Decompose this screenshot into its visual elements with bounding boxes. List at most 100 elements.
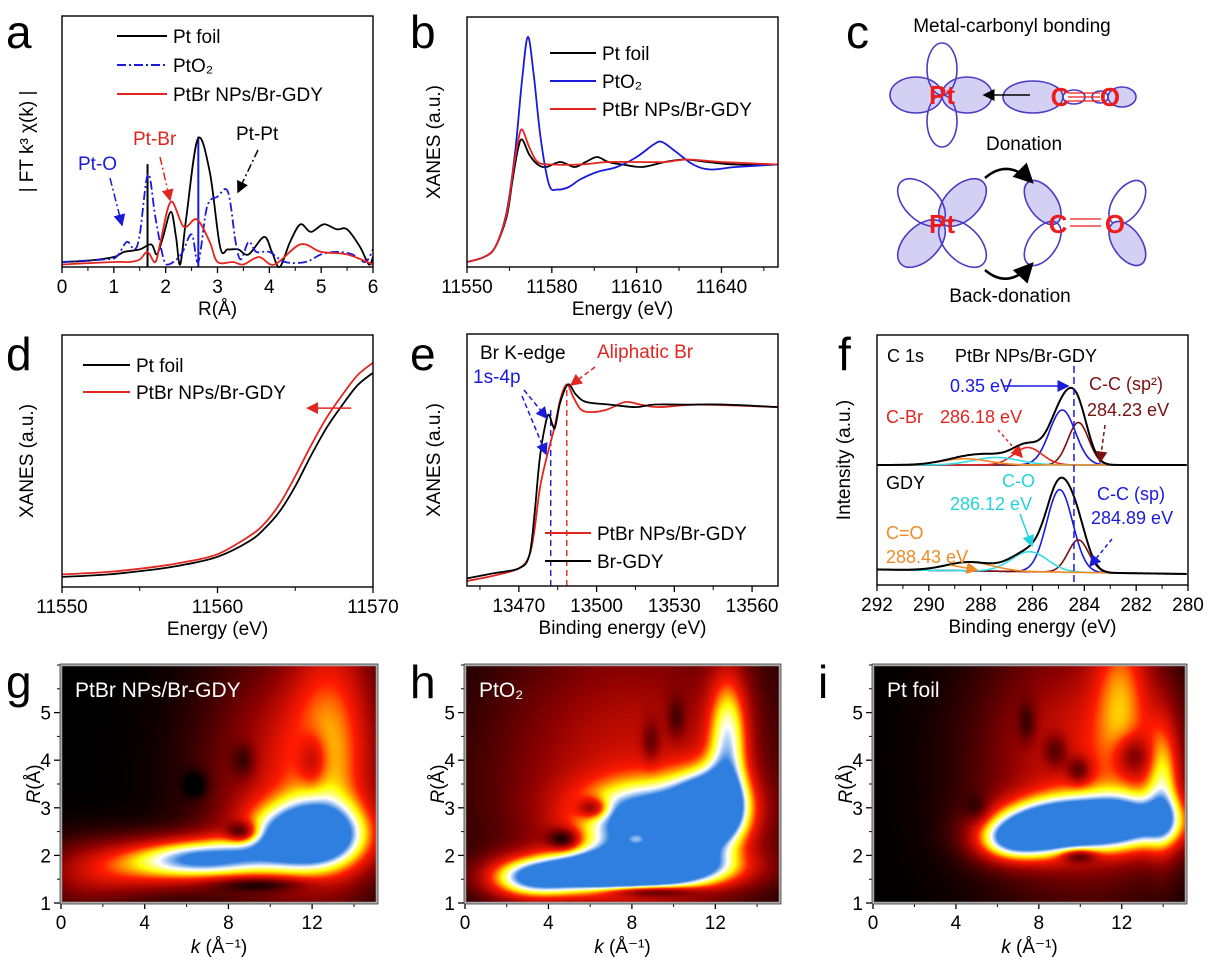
x-tick-label: 0 <box>460 913 471 934</box>
x-axis-label: Energy (eV) <box>572 299 673 320</box>
y-axis-var: R <box>836 790 857 804</box>
chart-panel-a: Pt foil PtO₂ PtBr NPs/Br-GDY Pt-O Pt-Br Pt-Pt <box>61 27 374 268</box>
x-tick-label: 11570 <box>347 597 398 618</box>
y-tick-label: 5 <box>444 704 455 725</box>
y-axis-unit: (Å) <box>428 764 449 789</box>
y-axis-label: R(Å) <box>428 764 449 803</box>
heatmap-i-canvas <box>873 665 1186 903</box>
o-p-orbital-lobe <box>1108 220 1147 267</box>
x-tick-label: 280 <box>1172 595 1204 616</box>
y-axis-label: XANES (a.u.) <box>424 85 445 199</box>
annotation-arrow <box>521 395 548 456</box>
x-axis-label: R(Å) <box>198 299 237 320</box>
x-tick-label: 13470 <box>492 596 545 617</box>
series-line-ptbr-nps-br-gdy <box>61 200 374 266</box>
plot-frame <box>466 16 779 268</box>
series-line-br-gdy <box>466 383 779 580</box>
x-tick-label: 284 <box>1068 595 1100 616</box>
y-axis-var: R <box>428 790 449 804</box>
annotation-br-k-edge: Br K-edge <box>480 343 566 364</box>
plot-frame <box>466 333 779 587</box>
annotation-c-c-sp-: C-C (sp²) <box>1089 374 1163 394</box>
plot-frame <box>463 663 782 905</box>
back-donation-arrow-top <box>984 162 1034 184</box>
y-axis-unit: (Å) <box>24 764 45 789</box>
plot-frame <box>871 663 1188 905</box>
x-tick-label: 11550 <box>36 597 87 618</box>
panel-label-h: h <box>410 656 436 708</box>
axes-a: 0 1 2 3 4 5 6 R(Å) | FT k³ χ(k) | <box>17 15 379 320</box>
plot-frame-outer <box>871 663 1188 905</box>
panel-label-f: f <box>838 328 851 380</box>
x-axis-var: k <box>594 937 605 958</box>
annotation-arrow <box>949 562 979 574</box>
annotation-288-43-ev: 288.43 eV <box>886 547 968 567</box>
x-tick-label: 3 <box>212 277 223 298</box>
axes-f: 292 290 288 286 284 282 280 Binding energy (eV)… <box>834 334 1204 638</box>
annotation-284-89-ev: 284.89 eV <box>1091 508 1173 528</box>
annotation-arrow <box>523 389 548 420</box>
legend-label: PtBr NPs/Br-GDY <box>136 383 286 404</box>
x-tick-label: 4 <box>264 277 275 298</box>
plot-frame-outer <box>59 663 379 905</box>
x-tick-label: 5 <box>316 277 327 298</box>
plot-frame <box>876 334 1189 586</box>
x-tick-label: 11610 <box>611 277 662 298</box>
y-tick-label: 5 <box>852 704 863 725</box>
x-tick-label: 8 <box>223 913 234 934</box>
chart-panel-g: PtBr NPs/Br-GDY <box>75 679 241 702</box>
legend-label: PtBr NPs/Br-GDY <box>602 100 752 121</box>
x-tick-label: 4 <box>139 913 150 934</box>
chart-panel-f: C 1s PtBr NPs/Br-GDY 0.35 eV C-C (sp²) 284.2… <box>877 346 1187 585</box>
series-line-pto- <box>61 173 374 266</box>
x-tick-label: 4 <box>543 913 554 934</box>
series-line-ptbr-nps-br-gdy <box>61 361 374 576</box>
y-axis-label: XANES (a.u.) <box>17 404 38 518</box>
heatmap-title: PtO₂ <box>479 679 523 702</box>
x-axis-unit: (Å⁻¹) <box>1011 937 1058 958</box>
x-tick-label: 8 <box>627 913 638 934</box>
heatmap-title: Pt foil <box>887 679 940 702</box>
x-tick-label: 13530 <box>648 596 701 617</box>
annotation-arrow <box>109 177 126 227</box>
x-tick-label: 4 <box>951 913 962 934</box>
y-tick-label: 4 <box>444 751 455 772</box>
axes-e: 13470 13500 13530 13560 Binding energy (eV) X… <box>424 333 779 639</box>
y-axis-unit: (Å) <box>836 764 857 789</box>
chart-panel-d: Pt foil PtBr NPs/Br-GDY <box>61 356 374 578</box>
x-tick-label: 6 <box>368 277 379 298</box>
x-tick-label: 11640 <box>696 277 747 298</box>
y-tick-label: 1 <box>852 894 863 915</box>
x-tick-label: 12 <box>705 913 726 934</box>
back-donation-label: Back-donation <box>949 286 1070 307</box>
x-tick-label: 11550 <box>441 277 492 298</box>
atom-c: C <box>1049 209 1068 239</box>
x-tick-label: 292 <box>861 595 893 616</box>
panel-label-d: d <box>6 328 32 380</box>
annotation-286-18-ev: 286.18 eV <box>940 407 1022 427</box>
x-tick-label: 0 <box>57 277 68 298</box>
annotation-c-o: C=O <box>886 523 924 543</box>
series-line-ptbr-nps-br-gdy <box>466 128 779 263</box>
legend-label: PtBr NPs/Br-GDY <box>173 85 323 106</box>
y-tick-label: 3 <box>40 799 51 820</box>
annotation-pt-pt: Pt-Pt <box>236 124 279 145</box>
annotation-gdy: GDY <box>886 473 925 493</box>
y-axis-label: Intensity (a.u.) <box>834 400 855 520</box>
donation-label: Donation <box>986 134 1062 155</box>
annotation-arrow <box>997 429 1023 459</box>
x-tick-label: 288 <box>965 595 997 616</box>
legend-label: Br-GDY <box>597 552 664 573</box>
annotation-arrow <box>1019 513 1034 548</box>
plot-frame-outer <box>463 663 782 905</box>
atom-pt: Pt <box>929 80 955 110</box>
chart-panel-i: Pt foil <box>887 679 940 702</box>
annotation-arrow <box>237 149 259 194</box>
legend-label: PtBr NPs/Br-GDY <box>597 524 747 545</box>
plot-frame <box>59 663 379 905</box>
y-axis-label: R(Å) <box>24 764 45 803</box>
annotation-ptbr-nps-br-gdy: PtBr NPs/Br-GDY <box>955 346 1097 366</box>
y-tick-label: 5 <box>40 704 51 725</box>
